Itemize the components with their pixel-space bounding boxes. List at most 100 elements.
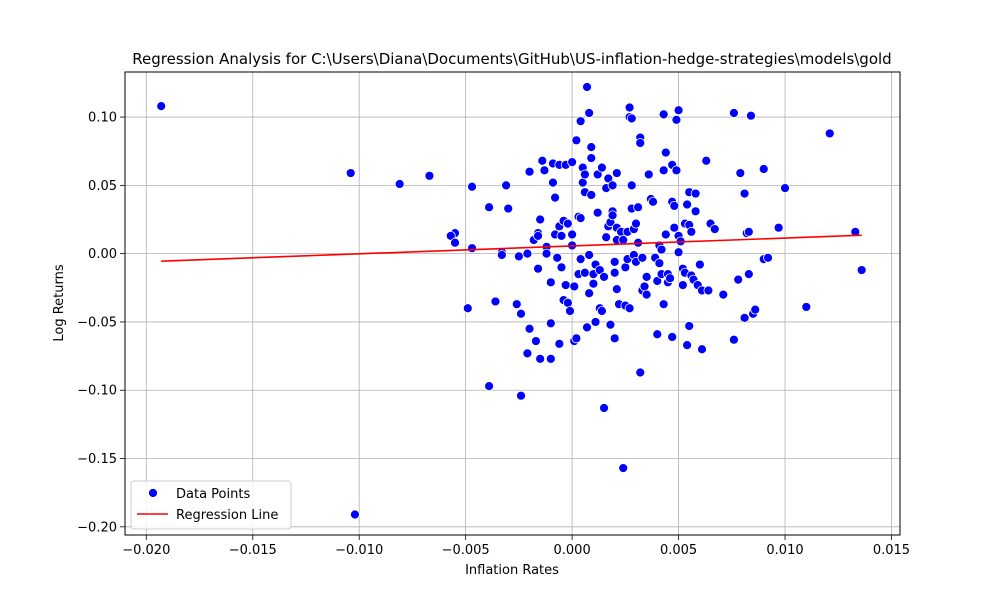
data-point	[763, 252, 773, 263]
data-point	[522, 248, 533, 259]
data-point	[635, 138, 646, 148]
data-point	[641, 271, 652, 282]
data-point	[562, 297, 573, 308]
data-point	[548, 177, 558, 188]
data-point	[567, 157, 578, 168]
chart-title: Regression Analysis for C:\Users\Diana\D…	[132, 50, 891, 68]
regression-line	[161, 234, 862, 262]
data-point	[658, 299, 669, 310]
data-point	[686, 226, 697, 237]
data-point	[575, 116, 586, 127]
data-point	[560, 280, 571, 290]
data-point	[424, 170, 435, 181]
data-point	[577, 177, 588, 188]
data-point	[667, 332, 678, 342]
data-point	[750, 304, 761, 315]
data-point	[545, 277, 556, 288]
data-point	[690, 206, 701, 217]
data-point	[601, 232, 612, 243]
data-point	[513, 251, 524, 262]
data-point	[609, 256, 620, 267]
data-point	[656, 244, 667, 255]
data-point	[516, 390, 526, 401]
x-tick-label: 0.005	[660, 543, 697, 558]
data-point	[773, 222, 784, 233]
data-point	[575, 213, 586, 224]
data-point	[554, 338, 565, 349]
data-point	[556, 230, 567, 241]
x-tick-label: −0.020	[122, 543, 170, 558]
data-point	[516, 308, 526, 319]
data-point	[394, 179, 405, 189]
data-point	[562, 218, 573, 229]
data-point	[652, 329, 663, 340]
data-point	[626, 180, 637, 191]
data-point	[511, 299, 522, 310]
data-point	[801, 302, 812, 312]
data-point	[565, 306, 575, 316]
legend-label-regression-line: Regression Line	[176, 508, 278, 523]
data-point	[484, 202, 494, 213]
data-point	[673, 247, 684, 258]
data-point	[537, 155, 548, 166]
data-point	[535, 214, 546, 225]
x-tick-label: −0.015	[229, 543, 277, 558]
data-point	[586, 153, 597, 163]
data-point	[597, 162, 607, 173]
data-point	[607, 210, 618, 221]
legend-box	[130, 480, 292, 530]
data-point	[467, 243, 477, 254]
data-point	[590, 317, 601, 327]
data-point	[824, 128, 835, 139]
data-point	[584, 250, 595, 260]
data-point	[541, 248, 552, 259]
data-point	[588, 278, 599, 289]
data-point	[637, 252, 648, 263]
data-point	[677, 280, 688, 290]
x-tick-label: 0.010	[766, 543, 803, 558]
data-point	[743, 226, 754, 237]
data-point	[579, 267, 590, 278]
data-point	[611, 284, 622, 295]
data-point	[671, 114, 682, 125]
data-point	[552, 252, 563, 263]
x-tick-label: −0.005	[442, 543, 490, 558]
legend-label-data-points: Data Points	[176, 487, 250, 502]
data-point	[345, 168, 356, 178]
data-point	[545, 318, 556, 329]
data-point	[545, 353, 556, 364]
data-point	[735, 168, 746, 178]
data-point	[550, 192, 560, 203]
data-point	[703, 285, 714, 296]
data-point	[641, 289, 652, 300]
data-point	[592, 207, 603, 218]
data-point	[467, 181, 477, 192]
data-point	[682, 199, 692, 210]
data-point	[654, 258, 665, 269]
data-point	[556, 262, 567, 273]
y-axis-ticks: −0.20 −0.15 −0.10 −0.05 0.00 0.05 0.10	[77, 111, 125, 535]
data-point	[539, 165, 550, 176]
data-point	[490, 296, 501, 307]
y-tick-label: 0.10	[88, 111, 117, 126]
data-point	[697, 344, 707, 355]
data-point	[739, 188, 750, 199]
data-point	[665, 273, 675, 284]
data-point	[733, 274, 744, 285]
data-point	[684, 321, 695, 331]
data-point	[746, 110, 756, 121]
data-point	[633, 202, 644, 213]
data-point	[156, 101, 167, 112]
x-axis-title: Inflation Rates	[465, 563, 559, 578]
data-point	[597, 306, 607, 316]
data-point	[535, 353, 546, 364]
data-point	[575, 254, 586, 265]
data-point	[503, 203, 514, 214]
y-tick-label: −0.15	[77, 452, 117, 467]
data-point	[669, 222, 680, 233]
data-point	[609, 267, 620, 278]
data-point	[758, 164, 769, 174]
data-point	[350, 509, 360, 520]
data-point	[626, 113, 637, 124]
